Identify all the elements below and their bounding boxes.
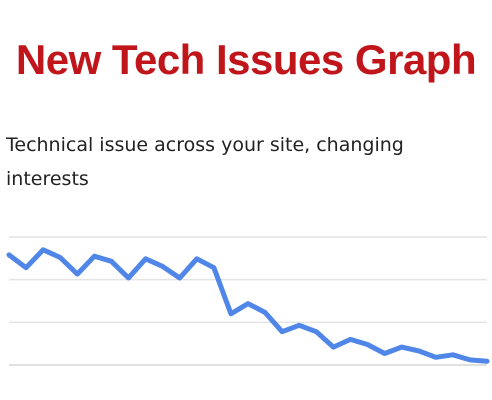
line-chart-svg	[6, 236, 490, 366]
page-subtitle: Technical issue across your site, changi…	[6, 134, 404, 190]
line-chart	[0, 222, 492, 378]
series-line	[6, 247, 490, 364]
gridlines	[9, 236, 487, 366]
page-title: New Tech Issues Graph	[15, 36, 477, 83]
series-lines	[6, 247, 490, 364]
